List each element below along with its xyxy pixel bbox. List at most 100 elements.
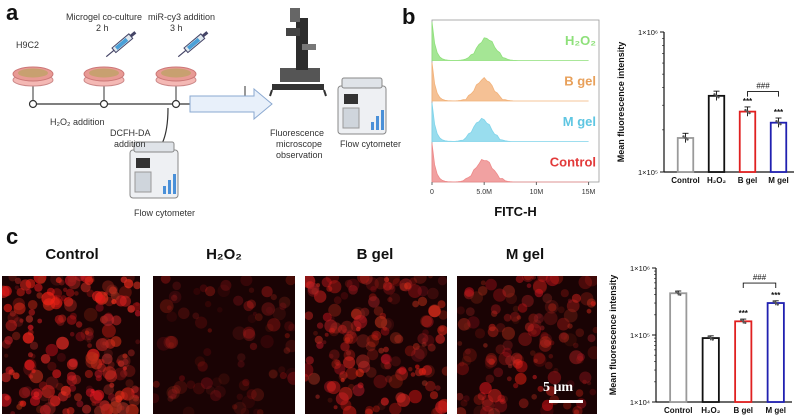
cell-spot (131, 386, 140, 399)
y-axis-label: Mean fluorescence intensity (616, 42, 626, 163)
cell-spot (246, 389, 257, 400)
cell-spot (370, 286, 377, 293)
cell-spot (372, 405, 380, 413)
cell-spot (205, 385, 215, 395)
cell-spot (153, 380, 160, 388)
cell-spot (36, 292, 43, 299)
cell-spot (343, 356, 356, 369)
cell-spot (81, 276, 87, 280)
cell-spot (457, 306, 465, 315)
cell-spot (116, 354, 131, 368)
cell-spot (592, 326, 597, 334)
cell-spot (86, 338, 92, 343)
cell-spot (544, 299, 559, 314)
cell-spot (368, 296, 380, 308)
cell-spot (385, 276, 400, 285)
cell-spot (22, 332, 35, 344)
cell-spot (437, 300, 446, 309)
cell-spot (204, 300, 212, 308)
data-point (775, 119, 778, 123)
cell-spot (197, 361, 208, 372)
step-h9c2-label: H9C2 (16, 40, 40, 50)
cell-spot (373, 374, 388, 389)
cell-spot (507, 363, 513, 369)
cell-spot (58, 314, 67, 323)
cell-spot (417, 333, 429, 345)
cell-spot (94, 400, 101, 407)
cell-spot (380, 397, 389, 406)
cell-spot (421, 337, 427, 344)
microscope-line-1: Fluorescence (270, 128, 325, 138)
x-tick-label-0: Control (664, 406, 692, 415)
cell-spot (193, 287, 201, 296)
cell-spot (428, 276, 433, 279)
cell-spot (173, 380, 188, 394)
cell-spot (94, 369, 103, 378)
cell-spot (285, 339, 295, 353)
cell-spot (76, 400, 84, 408)
cell-spot (340, 292, 349, 300)
cell-spot (4, 395, 10, 401)
cell-spot (27, 329, 34, 336)
cell-spot (284, 321, 295, 332)
cell-spot (410, 372, 416, 377)
cell-spot (545, 276, 560, 287)
cell-spot (483, 343, 488, 348)
micrograph-texture (305, 276, 447, 414)
cell-spot (34, 283, 43, 292)
cell-spot (563, 308, 578, 323)
cell-spot (488, 408, 501, 414)
cell-spot (163, 335, 177, 349)
cell-spot (27, 373, 33, 378)
scale-bar (549, 400, 583, 403)
cell-spot (394, 334, 404, 344)
significance-stars-3: *** (774, 108, 784, 117)
cell-spot (324, 380, 336, 393)
micrograph-bgel (305, 276, 447, 414)
x-tick-label-1: H₂O₂ (707, 176, 727, 185)
cell-spot (428, 305, 441, 318)
cell-spot (120, 370, 128, 378)
cell-spot (540, 331, 549, 340)
significance-bracket (742, 282, 777, 289)
cell-spot (501, 326, 515, 340)
cell-spot (335, 361, 340, 366)
cell-spot (305, 363, 314, 377)
panel-letter-c: c (6, 224, 19, 249)
cell-spot (132, 302, 140, 311)
cell-spot (74, 276, 85, 282)
cell-spot (305, 356, 314, 365)
cell-spot (13, 317, 24, 327)
cell-spot (560, 289, 569, 298)
cell-spot (212, 377, 222, 388)
cell-spot (579, 371, 592, 384)
cell-spot (85, 276, 95, 283)
cell-spot (366, 367, 377, 378)
cell-spot (387, 297, 393, 303)
data-point (713, 93, 716, 96)
cell-spot (344, 331, 358, 344)
flow-histogram: H₂O₂ B gel M gel Control 0 5.0M 10M 15M FITC-H (430, 19, 600, 219)
cell-spot (134, 310, 140, 317)
cell-spot (421, 315, 434, 328)
cell-spot (328, 280, 342, 294)
cell-spot (429, 391, 439, 400)
cell-spot (512, 305, 520, 312)
cell-spot (324, 332, 329, 337)
cell-spot (365, 277, 379, 291)
cell-spot (463, 289, 474, 300)
cell-spot (193, 382, 205, 395)
cell-spot (463, 290, 471, 298)
cell-spot (532, 374, 537, 380)
cell-spot (383, 276, 388, 280)
cell-spot (558, 332, 570, 343)
cell-spot (517, 303, 528, 313)
cell-spot (339, 371, 348, 380)
cell-spot (383, 282, 396, 295)
cell-spot (14, 285, 20, 290)
cell-spot (511, 352, 523, 364)
cell-spot (268, 369, 278, 379)
data-point (684, 136, 687, 140)
cell-spot (260, 335, 274, 349)
cell-spot (268, 369, 279, 379)
